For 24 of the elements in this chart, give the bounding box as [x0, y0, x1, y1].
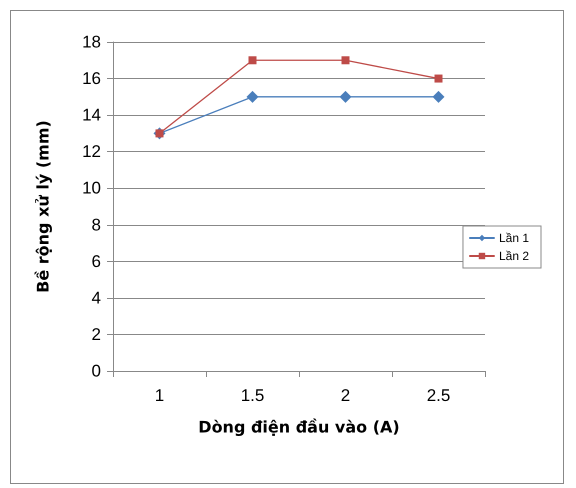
y-tick-label: 4	[92, 288, 101, 308]
x-tick-label: 2	[340, 386, 350, 405]
y-tick-label: 10	[82, 178, 101, 198]
y-tick-label: 14	[82, 106, 101, 125]
x-tick-label: 2.5	[426, 386, 450, 405]
x-tick-label: 1.5	[240, 386, 264, 405]
y-tick-label: 18	[82, 32, 101, 52]
y-tick-label: 0	[92, 362, 101, 380]
point	[246, 90, 258, 103]
x-axis-title: Dòng điện đầu vào (A)	[198, 418, 400, 436]
point	[434, 74, 442, 83]
y-tick-label: 6	[92, 252, 101, 271]
point	[340, 90, 352, 103]
y-tick-label: 16	[82, 69, 101, 88]
y-tick-label: 12	[82, 142, 101, 162]
y-axis-title: Bề rộng xử lý (mm)	[34, 120, 52, 293]
y-tick-label: 2	[92, 324, 101, 344]
point	[342, 56, 350, 64]
legend-label: Lần 2	[498, 249, 530, 263]
x-tick-label: 1	[154, 386, 164, 405]
point	[248, 56, 256, 64]
y-tick-label: 8	[92, 215, 101, 234]
legend-label: Lần 1	[498, 231, 530, 245]
point	[432, 90, 444, 103]
